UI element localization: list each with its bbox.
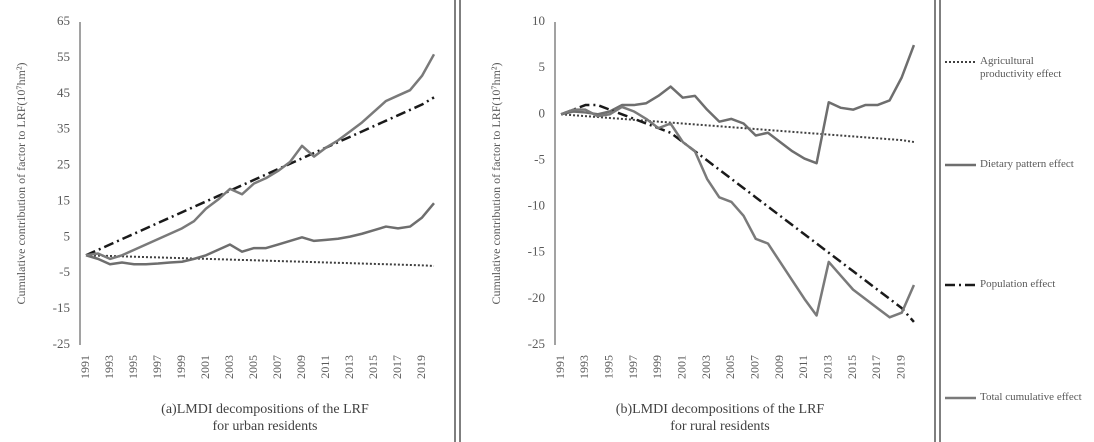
series-line — [560, 44, 916, 165]
caption: for rural residents — [670, 419, 770, 434]
x-tick-label: 1995 — [602, 355, 616, 379]
series-line — [85, 202, 435, 266]
x-tick-label: 1995 — [126, 355, 140, 379]
y-tick-label: 65 — [57, 13, 70, 28]
x-tick-label: 2007 — [270, 355, 284, 379]
y-tick-label: 0 — [539, 105, 546, 120]
x-tick-label: 1997 — [150, 355, 164, 379]
y-tick-label: -20 — [528, 290, 545, 305]
x-tick-label: 2001 — [675, 355, 689, 379]
legend-label: Dietary pattern effect — [980, 158, 1074, 170]
caption: (a)LMDI decompositions of the LRF — [161, 402, 369, 417]
legend-label: Agricultural productivity effect — [980, 55, 1062, 80]
y-tick-label: -5 — [534, 151, 545, 166]
x-tick-label: 2017 — [390, 355, 404, 379]
caption: for urban residents — [213, 419, 318, 434]
x-tick-label: 2017 — [869, 355, 883, 379]
y-tick-label: -15 — [528, 244, 545, 259]
y-tick-label: -15 — [53, 300, 70, 315]
x-tick-label: 1997 — [626, 355, 640, 379]
x-tick-label: 1999 — [174, 355, 188, 379]
series-line — [85, 96, 435, 257]
x-tick-label: 2019 — [414, 355, 428, 379]
series-line — [85, 53, 436, 261]
x-tick-label: 1993 — [577, 355, 591, 379]
x-tick-label: 2003 — [222, 355, 236, 379]
x-tick-label: 2009 — [294, 355, 308, 379]
y-tick-label: 45 — [57, 85, 70, 100]
x-tick-label: 2003 — [699, 355, 713, 379]
series-line — [560, 105, 916, 319]
y-tick-label: 5 — [64, 228, 71, 243]
y-tick-label: 25 — [57, 157, 70, 172]
series-line — [561, 113, 915, 143]
x-tick-label: 1993 — [102, 355, 116, 379]
x-tick-label: 2015 — [366, 355, 380, 379]
y-tick-label: 5 — [539, 59, 546, 74]
y-tick-label: 55 — [57, 49, 70, 64]
y-axis-title: Cumulative contribution of factor to LRF… — [14, 62, 28, 304]
x-tick-label: 1991 — [78, 355, 92, 379]
legend-label: Population effect — [980, 278, 1056, 290]
x-tick-label: 2019 — [894, 355, 908, 379]
caption: (b)LMDI decompositions of the LRF — [616, 402, 825, 417]
x-tick-label: 2013 — [821, 355, 835, 379]
x-tick-label: 2005 — [246, 355, 260, 379]
y-tick-label: -10 — [528, 198, 545, 213]
x-tick-label: 2005 — [723, 355, 737, 379]
y-axis-title: Cumulative contribution of factor to LRF… — [489, 62, 503, 304]
y-tick-label: -25 — [53, 336, 70, 351]
legend-label: Total cumulative effect — [980, 391, 1082, 403]
x-tick-label: 2007 — [748, 355, 762, 379]
y-tick-label: -5 — [59, 264, 70, 279]
x-tick-label: 2013 — [342, 355, 356, 379]
y-tick-label: -25 — [528, 336, 545, 351]
x-tick-label: 2011 — [318, 355, 332, 379]
x-tick-label: 1999 — [650, 355, 664, 379]
y-tick-label: 35 — [57, 121, 70, 136]
x-tick-label: 2011 — [796, 355, 810, 379]
y-tick-label: 15 — [57, 192, 70, 207]
x-tick-label: 2015 — [845, 355, 859, 379]
y-tick-label: 10 — [532, 13, 545, 28]
x-tick-label: 2009 — [772, 355, 786, 379]
x-tick-label: 2001 — [198, 355, 212, 379]
series-line — [560, 103, 915, 323]
x-tick-label: 1991 — [553, 355, 567, 379]
